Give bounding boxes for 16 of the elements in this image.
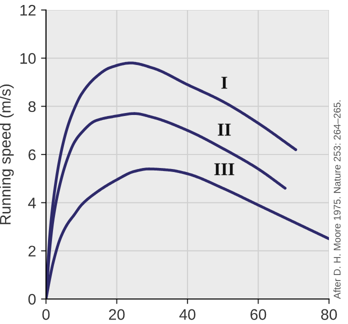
x-tick-label: 80 (321, 309, 337, 320)
x-tick-label: 0 (42, 309, 50, 320)
text: After D. H. Moore 1975. Nature 253: 264–265. (333, 100, 341, 299)
y-tick-label: 0 (28, 294, 36, 305)
series-label: I (221, 76, 228, 89)
y-tick-label: 6 (28, 149, 36, 160)
x-tick-label: 20 (109, 309, 125, 320)
y-tick-label: 2 (28, 246, 36, 256)
y-tick-label: 4 (28, 198, 36, 208)
series-label: III (214, 163, 234, 176)
y-tick-label: 8 (28, 101, 36, 112)
y-tick-label: 12 (20, 4, 36, 16)
x-tick-label: 60 (250, 309, 266, 320)
y-tick-label: 10 (20, 53, 36, 64)
series-label: II (218, 124, 231, 136)
x-tick-label: 40 (179, 309, 196, 320)
